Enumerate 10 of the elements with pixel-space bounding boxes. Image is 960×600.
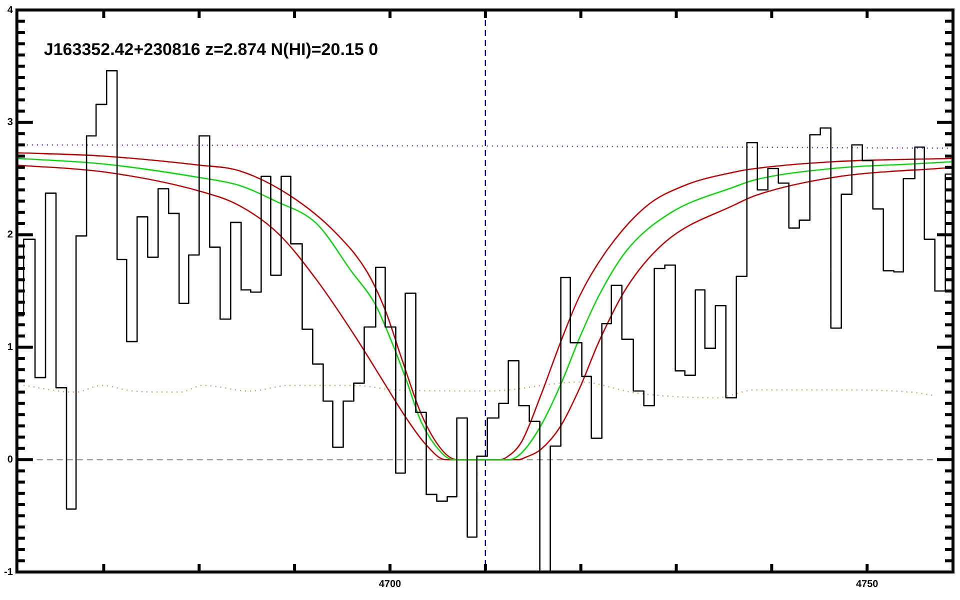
x-tick-label: 4700 xyxy=(378,578,402,590)
line-series xyxy=(22,381,935,398)
y-tick-label: 3 xyxy=(7,117,14,128)
y-tick-label: 4 xyxy=(7,4,14,16)
text: J163352.42+230816 z=2.874 N(HI)=20.15 0 xyxy=(44,40,378,59)
y-tick-label: 2 xyxy=(7,230,14,241)
y-tick-label: 0 xyxy=(7,454,14,466)
x-tick-label: 4750 xyxy=(856,578,879,590)
y-tick-label: -1 xyxy=(4,566,14,578)
y-tick-label: 1 xyxy=(7,342,14,353)
